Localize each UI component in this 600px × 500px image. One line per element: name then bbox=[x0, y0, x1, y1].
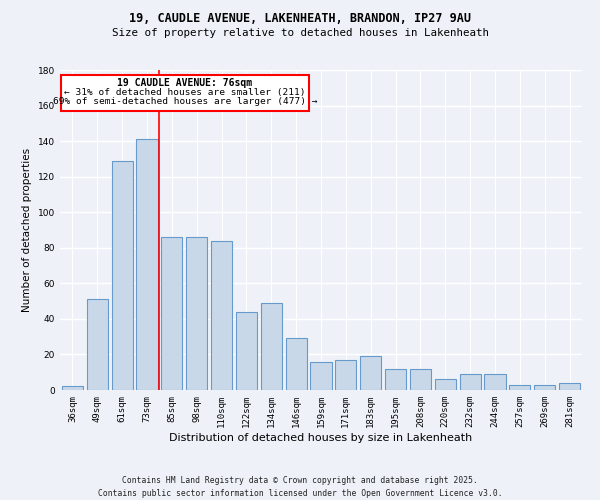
Y-axis label: Number of detached properties: Number of detached properties bbox=[22, 148, 32, 312]
Bar bbox=[211, 240, 232, 390]
Bar bbox=[385, 368, 406, 390]
Bar bbox=[559, 383, 580, 390]
Bar bbox=[87, 300, 108, 390]
Bar bbox=[484, 374, 506, 390]
Text: Size of property relative to detached houses in Lakenheath: Size of property relative to detached ho… bbox=[112, 28, 488, 38]
Text: Contains HM Land Registry data © Crown copyright and database right 2025.
Contai: Contains HM Land Registry data © Crown c… bbox=[98, 476, 502, 498]
Text: 19 CAUDLE AVENUE: 76sqm: 19 CAUDLE AVENUE: 76sqm bbox=[118, 78, 253, 88]
Bar bbox=[335, 360, 356, 390]
Text: 69% of semi-detached houses are larger (477) →: 69% of semi-detached houses are larger (… bbox=[53, 96, 317, 106]
FancyBboxPatch shape bbox=[61, 76, 308, 111]
Bar bbox=[62, 386, 83, 390]
Text: ← 31% of detached houses are smaller (211): ← 31% of detached houses are smaller (21… bbox=[64, 88, 305, 97]
Bar bbox=[286, 338, 307, 390]
X-axis label: Distribution of detached houses by size in Lakenheath: Distribution of detached houses by size … bbox=[169, 432, 473, 442]
Bar bbox=[509, 384, 530, 390]
Bar bbox=[161, 237, 182, 390]
Bar bbox=[360, 356, 381, 390]
Bar bbox=[410, 368, 431, 390]
Bar bbox=[310, 362, 332, 390]
Bar bbox=[435, 380, 456, 390]
Bar bbox=[186, 237, 207, 390]
Bar bbox=[136, 140, 158, 390]
Bar bbox=[261, 303, 282, 390]
Bar bbox=[534, 384, 555, 390]
Bar bbox=[112, 160, 133, 390]
Text: 19, CAUDLE AVENUE, LAKENHEATH, BRANDON, IP27 9AU: 19, CAUDLE AVENUE, LAKENHEATH, BRANDON, … bbox=[129, 12, 471, 26]
Bar bbox=[236, 312, 257, 390]
Bar bbox=[460, 374, 481, 390]
